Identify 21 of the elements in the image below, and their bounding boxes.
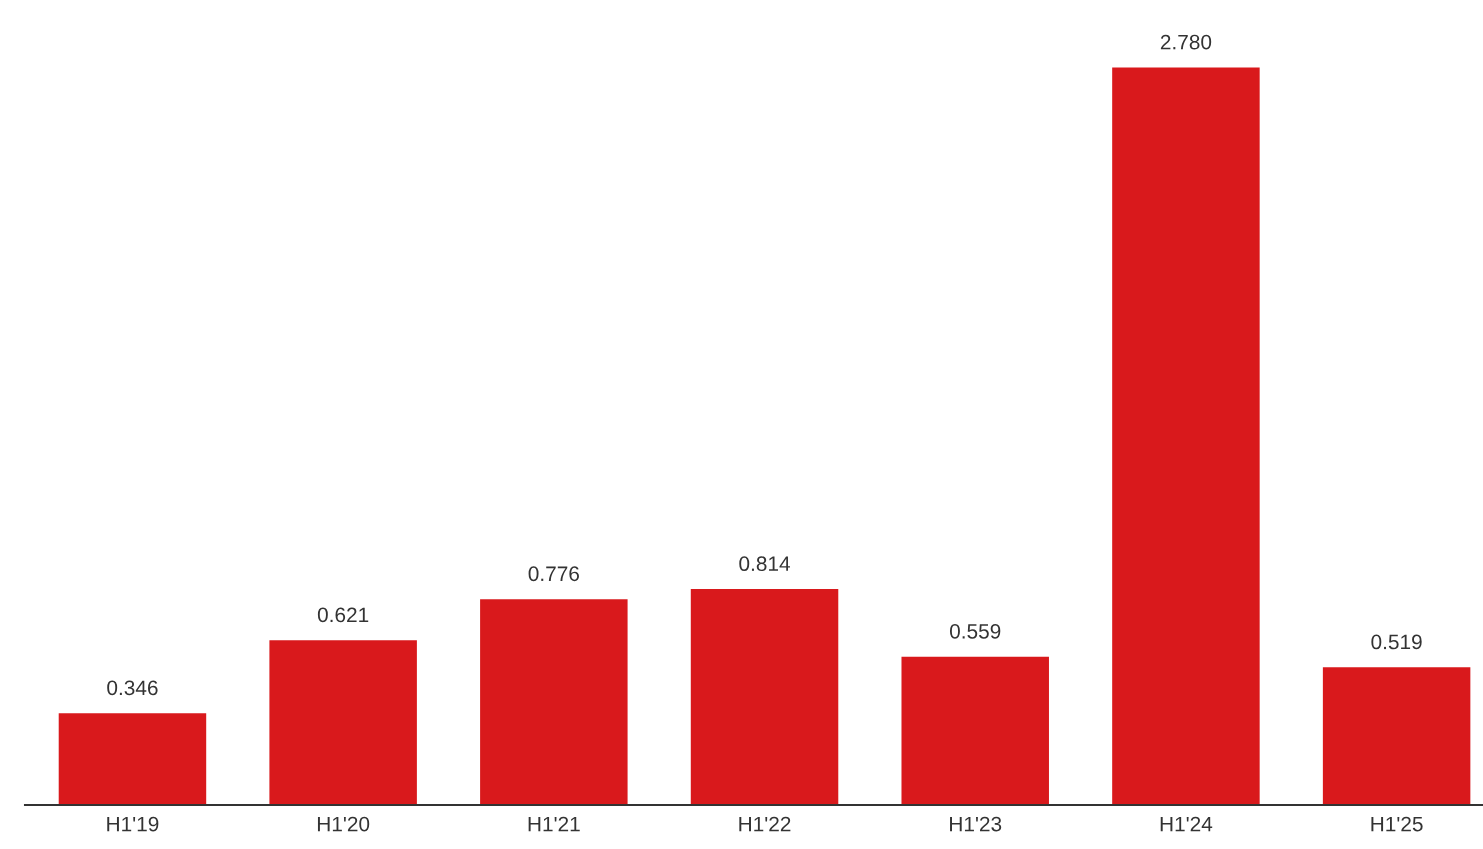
bar xyxy=(901,656,1049,805)
data-label: 0.559 xyxy=(949,623,1001,639)
bar xyxy=(58,713,207,805)
data-label: 0.621 xyxy=(317,607,369,623)
x-tick-label: H1'23 xyxy=(950,816,1002,832)
data-label: 0.519 xyxy=(1371,634,1422,650)
bar xyxy=(480,599,628,805)
bar xyxy=(1322,667,1471,805)
data-label: 0.346 xyxy=(107,680,158,696)
x-tick-label: H1'20 xyxy=(317,816,370,832)
bar xyxy=(269,640,417,805)
bar xyxy=(690,589,839,805)
x-tick-label: H1'21 xyxy=(528,816,580,832)
x-tick-label: H1'19 xyxy=(107,816,159,832)
x-tick-label: H1'24 xyxy=(1160,816,1213,832)
data-label: 0.776 xyxy=(528,566,579,582)
data-label: 0.814 xyxy=(739,556,790,572)
x-tick-label: H1'25 xyxy=(1371,816,1423,832)
x-tick-label: H1'22 xyxy=(739,816,791,832)
data-label: 2.780 xyxy=(1160,34,1212,50)
bar xyxy=(1112,67,1260,805)
